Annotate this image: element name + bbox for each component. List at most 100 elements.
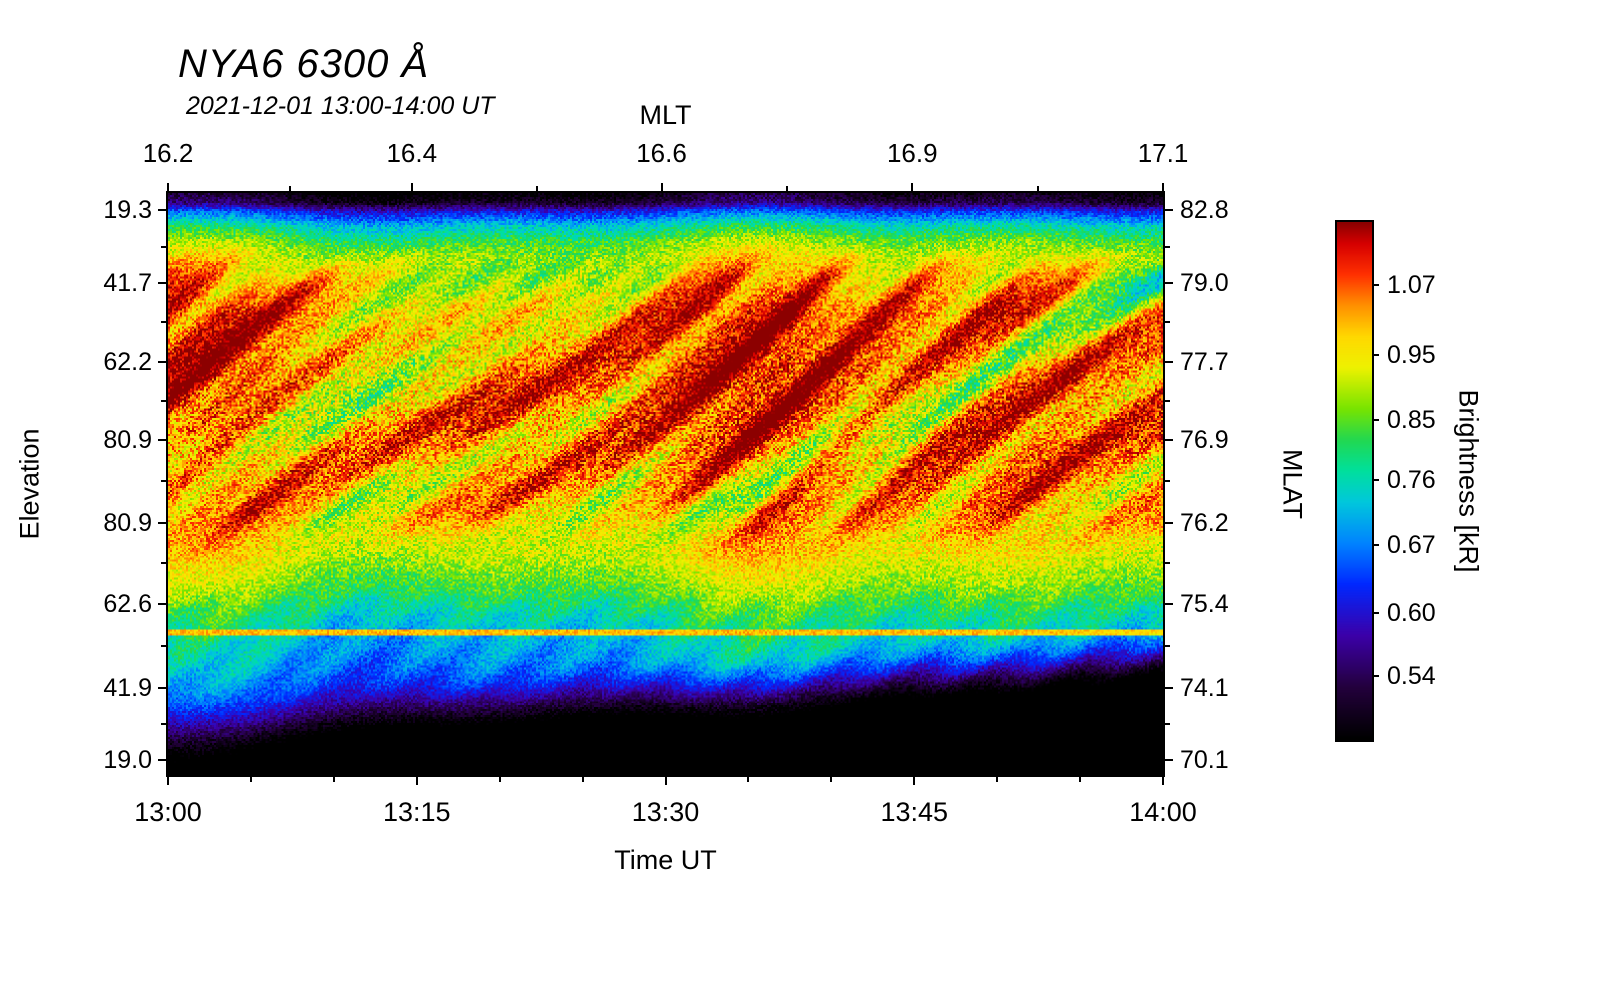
colorbar-tick-label: 0.85	[1387, 405, 1436, 434]
left-axis-tick-label: 80.9	[103, 425, 152, 454]
top-axis-tick-label: 16.9	[886, 138, 938, 168]
right-axis-label: MLAT	[1277, 448, 1308, 520]
left-axis-tick	[158, 758, 166, 761]
top-axis-tick	[410, 183, 413, 191]
bottom-axis-tick	[913, 777, 916, 785]
colorbar-label: Brightness [kR]	[1453, 389, 1484, 573]
bottom-axis-tick-label: 14:00	[1129, 797, 1197, 827]
colorbar-tick	[1372, 543, 1379, 546]
colorbar-tick-label: 0.76	[1387, 465, 1436, 494]
right-axis-minor-tick	[1165, 321, 1170, 324]
left-axis-tick-label: 80.9	[103, 508, 152, 537]
top-axis-tick-label: 17.1	[1137, 138, 1189, 168]
right-axis-tick-label: 79.0	[1180, 269, 1229, 298]
right-axis-tick-label: 74.1	[1180, 674, 1229, 703]
top-axis-tick-label: 16.4	[386, 138, 438, 168]
right-axis-tick	[1165, 521, 1173, 524]
top-axis-minor-tick	[288, 186, 291, 191]
left-axis-minor-tick	[161, 321, 166, 324]
bottom-axis-tick-label: 13:45	[880, 797, 949, 827]
left-axis-minor-tick	[161, 480, 166, 483]
right-axis-tick	[1165, 282, 1173, 285]
left-axis-tick	[158, 521, 166, 524]
colorbar-tick	[1372, 674, 1379, 677]
right-axis-tick-label: 75.4	[1180, 589, 1229, 618]
right-axis-tick	[1165, 208, 1173, 211]
colorbar-tick	[1372, 478, 1379, 481]
colorbar-tick	[1372, 612, 1379, 615]
left-axis-minor-tick	[161, 562, 166, 565]
top-axis-tick	[1162, 183, 1164, 191]
right-axis-tick	[1165, 687, 1173, 690]
right-axis-tick-label: 76.2	[1180, 508, 1229, 537]
right-axis-tick-label: 70.1	[1180, 745, 1229, 774]
left-axis-tick	[158, 687, 166, 690]
colorbar-tick	[1372, 418, 1379, 421]
left-axis-tick-label: 62.6	[103, 589, 152, 618]
right-axis-minor-tick	[1165, 562, 1170, 565]
bottom-axis-tick-label: 13:00	[134, 797, 202, 827]
left-axis-minor-tick	[161, 645, 166, 648]
bottom-axis-minor-tick	[581, 777, 584, 782]
left-axis-tick-label: 19.0	[103, 745, 152, 774]
left-axis-tick-label: 41.9	[103, 674, 152, 703]
right-axis-minor-tick	[1165, 399, 1170, 402]
right-axis-tick	[1165, 758, 1173, 761]
bottom-axis-minor-tick	[1079, 777, 1082, 782]
bottom-axis-tick	[167, 777, 169, 785]
left-axis-tick-label: 19.3	[103, 195, 152, 224]
bottom-axis-label: Time UT	[614, 845, 717, 875]
top-axis-tick-label: 16.2	[142, 138, 194, 168]
colorbar-tick-label: 0.60	[1387, 599, 1436, 628]
left-axis-tick	[158, 602, 166, 605]
chart-title: NYA6 6300 Å	[178, 42, 430, 86]
left-axis-minor-tick	[161, 245, 166, 248]
heatmap-canvas	[168, 193, 1163, 775]
left-axis-tick	[158, 208, 166, 211]
right-axis-tick-label: 77.7	[1180, 347, 1229, 376]
left-axis-tick-label: 62.2	[103, 347, 152, 376]
chart-subtitle: 2021-12-01 13:00-14:00 UT	[186, 92, 495, 120]
bottom-axis-minor-tick	[249, 777, 252, 782]
left-axis-tick	[158, 438, 166, 441]
colorbar-tick-label: 1.07	[1387, 271, 1436, 300]
left-axis-minor-tick	[161, 723, 166, 726]
colorbar-tick	[1372, 354, 1379, 357]
colorbar-tick	[1372, 284, 1379, 287]
bottom-axis-tick	[1162, 777, 1164, 785]
colorbar-tick-label: 0.67	[1387, 530, 1436, 559]
right-axis-minor-tick	[1165, 645, 1170, 648]
colorbar-tick-label: 0.95	[1387, 341, 1436, 370]
top-axis-tick	[167, 183, 169, 191]
right-axis-tick-label: 82.8	[1180, 195, 1229, 224]
bottom-axis-minor-tick	[498, 777, 501, 782]
left-axis-label: Elevation	[14, 428, 45, 540]
right-axis-tick	[1165, 438, 1173, 441]
right-axis-minor-tick	[1165, 723, 1170, 726]
top-axis-minor-tick	[535, 186, 538, 191]
colorbar-tick-label: 0.54	[1387, 661, 1436, 690]
bottom-axis-minor-tick	[830, 777, 833, 782]
bottom-axis-tick	[415, 777, 418, 785]
top-axis-tick	[660, 183, 663, 191]
left-axis-tick-label: 41.7	[103, 269, 152, 298]
bottom-axis-tick-label: 13:15	[382, 797, 451, 827]
top-axis-minor-tick	[1036, 186, 1039, 191]
top-axis-tick-label: 16.6	[636, 138, 687, 168]
top-axis-label: MLT	[639, 100, 692, 130]
top-axis-tick	[911, 183, 914, 191]
bottom-axis-minor-tick	[996, 777, 999, 782]
left-axis-tick	[158, 360, 166, 363]
top-axis-minor-tick	[785, 186, 788, 191]
right-axis-minor-tick	[1165, 480, 1170, 483]
left-axis-minor-tick	[161, 399, 166, 402]
left-axis-tick	[158, 282, 166, 285]
bottom-axis-minor-tick	[332, 777, 335, 782]
right-axis-minor-tick	[1165, 245, 1170, 248]
right-axis-tick-label: 76.9	[1180, 425, 1229, 454]
bottom-axis-tick	[664, 777, 667, 785]
colorbar-canvas	[1337, 222, 1372, 740]
right-axis-tick	[1165, 602, 1173, 605]
right-axis-tick	[1165, 360, 1173, 363]
